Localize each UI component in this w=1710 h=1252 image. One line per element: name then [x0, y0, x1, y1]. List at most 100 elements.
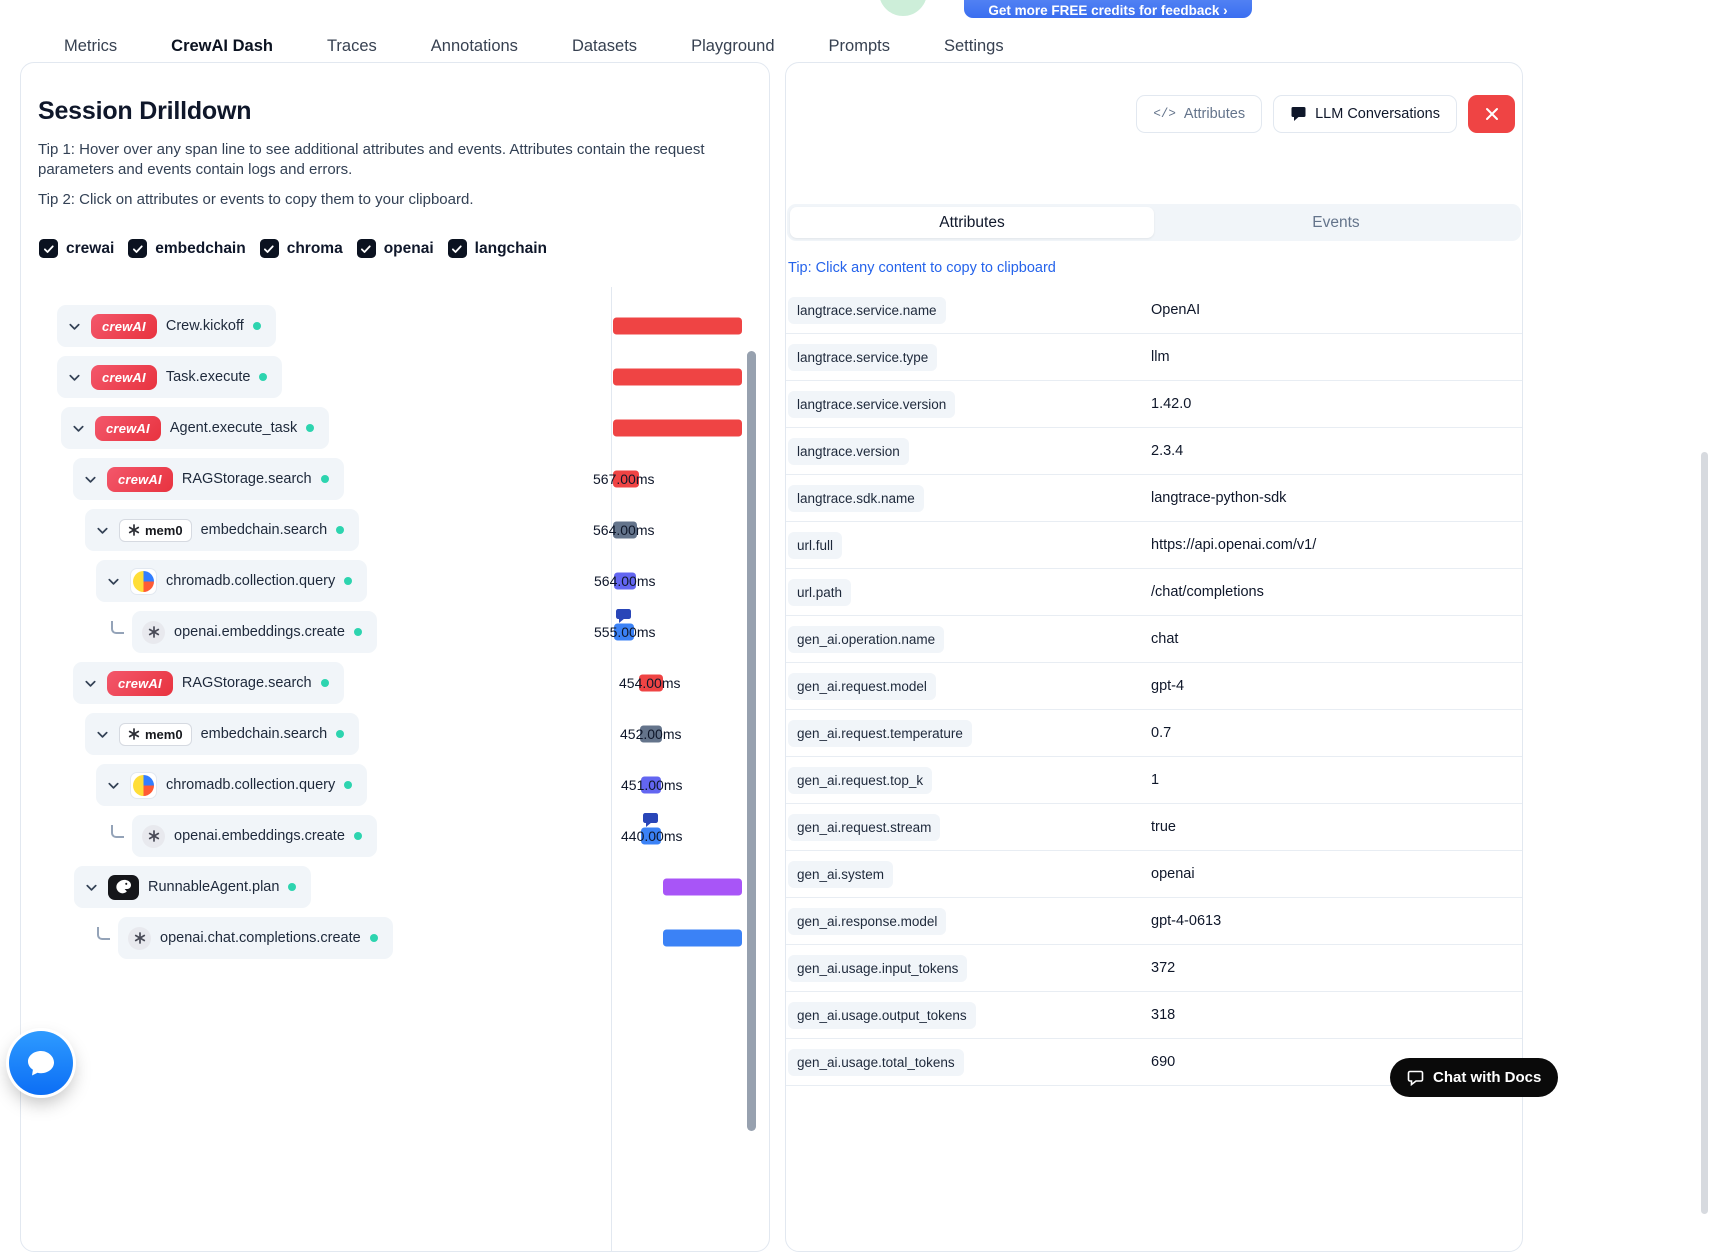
filter-langchain[interactable]: langchain	[447, 239, 547, 259]
attribute-key[interactable]: gen_ai.response.model	[788, 907, 947, 935]
span-pill[interactable]: openai.chat.completions.create	[118, 917, 393, 960]
nav-tab-playground[interactable]: Playground	[691, 37, 775, 55]
span-row-embedchain-search[interactable]: mem0 embedchain.search 564.00ms	[37, 508, 769, 552]
nav-tab-metrics[interactable]: Metrics	[64, 37, 118, 55]
attribute-value[interactable]: 1.42.0	[1151, 396, 1192, 412]
span-row-runnableagent-plan[interactable]: RunnableAgent.plan	[37, 865, 769, 909]
attribute-key[interactable]: langtrace.sdk.name	[788, 484, 924, 512]
span-pill[interactable]: mem0 embedchain.search	[85, 509, 360, 552]
span-pill[interactable]: crewAI Crew.kickoff	[57, 305, 276, 348]
filter-crewai[interactable]: crewai	[39, 239, 114, 259]
chevron-down-icon[interactable]	[71, 421, 86, 436]
span-duration-bar[interactable]	[641, 776, 661, 794]
checkbox-checked-icon[interactable]	[447, 239, 467, 259]
attribute-value[interactable]: 690	[1151, 1054, 1176, 1070]
attribute-key[interactable]: gen_ai.system	[788, 860, 894, 888]
detail-tab-attributes[interactable]: Attributes	[790, 207, 1154, 238]
attribute-row-langtrace-service-version[interactable]: langtrace.service.version 1.42.0	[786, 381, 1522, 428]
span-duration-bar[interactable]	[613, 470, 639, 488]
span-duration-bar[interactable]	[614, 572, 636, 590]
attribute-row-gen-ai-usage-output-tokens[interactable]: gen_ai.usage.output_tokens 318	[786, 992, 1522, 1039]
chevron-down-icon[interactable]	[83, 472, 98, 487]
attribute-key[interactable]: gen_ai.operation.name	[788, 625, 945, 653]
nav-tab-prompts[interactable]: Prompts	[828, 37, 890, 55]
attribute-row-gen-ai-request-model[interactable]: gen_ai.request.model gpt-4	[786, 663, 1522, 710]
chat-with-docs-button[interactable]: Chat with Docs	[1390, 1058, 1559, 1097]
attribute-value[interactable]: https://api.openai.com/v1/	[1151, 537, 1317, 553]
attribute-row-langtrace-sdk-name[interactable]: langtrace.sdk.name langtrace-python-sdk	[786, 475, 1522, 522]
attribute-row-gen-ai-usage-total-tokens[interactable]: gen_ai.usage.total_tokens 690	[786, 1039, 1522, 1086]
attribute-key[interactable]: langtrace.service.version	[788, 390, 956, 418]
chevron-down-icon[interactable]	[83, 676, 98, 691]
filter-openai[interactable]: openai	[356, 239, 434, 259]
span-pill[interactable]: openai.embeddings.create	[132, 611, 377, 654]
attribute-key[interactable]: langtrace.version	[788, 437, 909, 465]
attribute-value[interactable]: true	[1151, 819, 1176, 835]
nav-tab-settings[interactable]: Settings	[943, 37, 1004, 55]
span-duration-bar[interactable]	[613, 521, 637, 539]
span-duration-bar[interactable]	[641, 827, 661, 845]
span-duration-bar[interactable]	[613, 317, 742, 335]
attribute-value[interactable]: 0.7	[1151, 725, 1172, 741]
span-pill[interactable]: mem0 embedchain.search	[85, 713, 360, 756]
chevron-down-icon[interactable]	[95, 523, 110, 538]
copy-tip-link[interactable]: Tip: Click any content to copy to clipbo…	[788, 260, 1056, 276]
span-row-embedchain-search[interactable]: mem0 embedchain.search 452.00ms	[37, 712, 769, 756]
llm-conversations-button[interactable]: LLM Conversations	[1273, 95, 1457, 133]
attribute-key[interactable]: url.path	[788, 578, 852, 606]
span-duration-bar[interactable]	[613, 419, 742, 437]
attribute-value[interactable]: 318	[1151, 1007, 1176, 1023]
detail-tab-events[interactable]: Events	[1312, 213, 1360, 231]
attribute-key[interactable]: gen_ai.request.top_k	[788, 766, 933, 794]
filter-embedchain[interactable]: embedchain	[128, 239, 246, 259]
attribute-value[interactable]: 372	[1151, 960, 1176, 976]
chevron-down-icon[interactable]	[67, 370, 82, 385]
attribute-key[interactable]: langtrace.service.name	[788, 296, 946, 324]
span-pill[interactable]: chromadb.collection.query	[96, 764, 368, 807]
attribute-row-gen-ai-request-stream[interactable]: gen_ai.request.stream true	[786, 804, 1522, 851]
attribute-row-url-path[interactable]: url.path/chat/completions	[786, 569, 1522, 616]
chevron-down-icon[interactable]	[67, 319, 82, 334]
span-pill[interactable]: crewAI Agent.execute_task	[61, 407, 330, 450]
chevron-down-icon[interactable]	[106, 778, 121, 793]
attribute-row-gen-ai-operation-name[interactable]: gen_ai.operation.name chat	[786, 616, 1522, 663]
span-row-openai-embeddings-create[interactable]: openai.embeddings.create 440.00ms	[37, 813, 769, 858]
checkbox-checked-icon[interactable]	[356, 239, 376, 259]
checkbox-checked-icon[interactable]	[259, 239, 279, 259]
span-row-chromadb-collection-query[interactable]: chromadb.collection.query 564.00ms	[37, 559, 769, 603]
attribute-value[interactable]: OpenAI	[1151, 302, 1201, 318]
span-pill[interactable]: chromadb.collection.query	[96, 560, 368, 603]
attribute-value[interactable]: gpt-4	[1151, 678, 1185, 694]
attribute-row-gen-ai-response-model[interactable]: gen_ai.response.model gpt-4-0613	[786, 898, 1522, 945]
span-row-openai-chat-completions-create[interactable]: openai.chat.completions.create	[37, 916, 769, 960]
attribute-value[interactable]: 1	[1151, 772, 1160, 788]
attribute-row-gen-ai-system[interactable]: gen_ai.system openai	[786, 851, 1522, 898]
attribute-row-langtrace-service-type[interactable]: langtrace.service.type llm	[786, 334, 1522, 381]
attribute-row-url-full[interactable]: url.full https://api.openai.com/v1/	[786, 522, 1522, 569]
page-scrollbar[interactable]	[1701, 452, 1708, 1214]
attribute-row-gen-ai-request-temperature[interactable]: gen_ai.request.temperature 0.7	[786, 710, 1522, 757]
span-pill[interactable]: crewAI RAGStorage.search	[73, 662, 344, 705]
attribute-key[interactable]: gen_ai.usage.total_tokens	[788, 1048, 964, 1076]
chat-widget-button[interactable]	[9, 1031, 73, 1095]
span-row-agent-execute-task[interactable]: crewAI Agent.execute_task	[37, 406, 769, 450]
attribute-key[interactable]: langtrace.service.type	[788, 343, 938, 371]
checkbox-checked-icon[interactable]	[128, 239, 148, 259]
checkbox-checked-icon[interactable]	[39, 239, 58, 259]
span-row-chromadb-collection-query[interactable]: chromadb.collection.query 451.00ms	[37, 763, 769, 807]
span-duration-bar[interactable]	[663, 878, 742, 896]
attribute-key[interactable]: url.full	[788, 531, 843, 559]
attribute-value[interactable]: llm	[1151, 349, 1170, 365]
chevron-down-icon[interactable]	[84, 880, 99, 895]
attribute-value[interactable]: gpt-4-0613	[1151, 913, 1222, 929]
attribute-key[interactable]: gen_ai.usage.input_tokens	[788, 954, 968, 982]
attribute-key[interactable]: gen_ai.usage.output_tokens	[788, 1001, 976, 1029]
attribute-key[interactable]: gen_ai.request.stream	[788, 813, 941, 841]
chevron-down-icon[interactable]	[106, 574, 121, 589]
attribute-value[interactable]: openai	[1151, 866, 1195, 882]
attribute-row-langtrace-service-name[interactable]: langtrace.service.name OpenAI	[786, 287, 1522, 334]
span-row-task-execute[interactable]: crewAI Task.execute	[37, 355, 769, 399]
chevron-down-icon[interactable]	[95, 727, 110, 742]
attribute-value[interactable]: langtrace-python-sdk	[1151, 490, 1287, 506]
span-duration-bar[interactable]	[614, 623, 634, 641]
